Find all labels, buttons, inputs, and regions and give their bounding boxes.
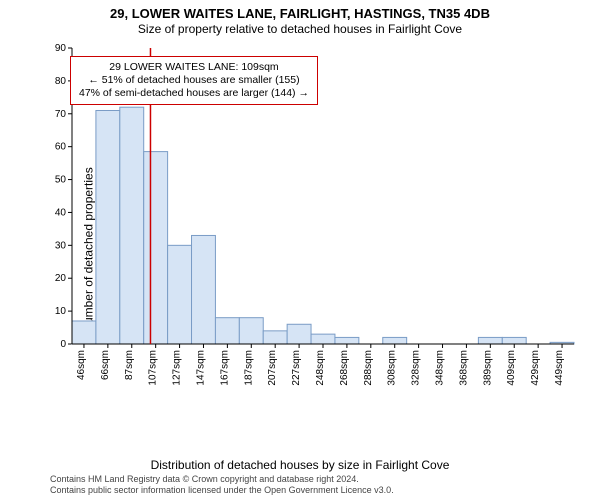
svg-text:60: 60 [55, 142, 67, 153]
bar [96, 110, 120, 344]
x-axis-label: Distribution of detached houses by size … [0, 458, 600, 472]
bar [311, 334, 335, 344]
svg-text:268sqm: 268sqm [339, 350, 350, 386]
svg-text:288sqm: 288sqm [363, 350, 374, 386]
annotation-line2: ← 51% of detached houses are smaller (15… [79, 74, 309, 87]
annotation-box: 29 LOWER WAITES LANE: 109sqm ← 51% of de… [70, 56, 318, 105]
bar [383, 337, 407, 344]
svg-text:66sqm: 66sqm [100, 350, 111, 380]
svg-text:87sqm: 87sqm [124, 350, 135, 380]
svg-text:10: 10 [55, 306, 67, 317]
svg-text:187sqm: 187sqm [243, 350, 254, 386]
svg-text:147sqm: 147sqm [195, 350, 206, 386]
svg-text:409sqm: 409sqm [506, 350, 517, 386]
bar [478, 337, 502, 344]
svg-text:248sqm: 248sqm [315, 350, 326, 386]
bar [239, 318, 263, 344]
svg-text:328sqm: 328sqm [411, 350, 422, 386]
svg-text:127sqm: 127sqm [172, 350, 183, 386]
bar [215, 318, 239, 344]
footer-text: Contains HM Land Registry data © Crown c… [50, 474, 592, 496]
svg-text:449sqm: 449sqm [554, 350, 565, 386]
chart-subtitle: Size of property relative to detached ho… [0, 22, 600, 36]
svg-text:40: 40 [55, 207, 67, 218]
svg-text:308sqm: 308sqm [387, 350, 398, 386]
annotation-line3: 47% of semi-detached houses are larger (… [79, 87, 309, 100]
bar [144, 152, 168, 344]
annotation-line1: 29 LOWER WAITES LANE: 109sqm [79, 61, 309, 74]
svg-text:348sqm: 348sqm [435, 350, 446, 386]
page-title: 29, LOWER WAITES LANE, FAIRLIGHT, HASTIN… [0, 6, 600, 21]
svg-text:389sqm: 389sqm [482, 350, 493, 386]
svg-text:107sqm: 107sqm [148, 350, 159, 386]
svg-text:70: 70 [55, 109, 67, 120]
svg-text:50: 50 [55, 175, 67, 186]
svg-text:227sqm: 227sqm [291, 350, 302, 386]
svg-text:207sqm: 207sqm [267, 350, 278, 386]
svg-text:368sqm: 368sqm [458, 350, 469, 386]
bar [192, 235, 216, 344]
bar [335, 337, 359, 344]
bar [502, 337, 526, 344]
svg-text:46sqm: 46sqm [76, 350, 87, 380]
svg-text:80: 80 [55, 76, 67, 87]
bar [120, 107, 144, 344]
bar [287, 324, 311, 344]
svg-text:20: 20 [55, 273, 67, 284]
bar [72, 321, 96, 344]
svg-text:167sqm: 167sqm [219, 350, 230, 386]
bar [168, 245, 192, 344]
svg-text:30: 30 [55, 240, 67, 251]
svg-text:90: 90 [55, 43, 67, 54]
bar [263, 331, 287, 344]
svg-text:429sqm: 429sqm [530, 350, 541, 386]
svg-text:0: 0 [60, 339, 66, 350]
